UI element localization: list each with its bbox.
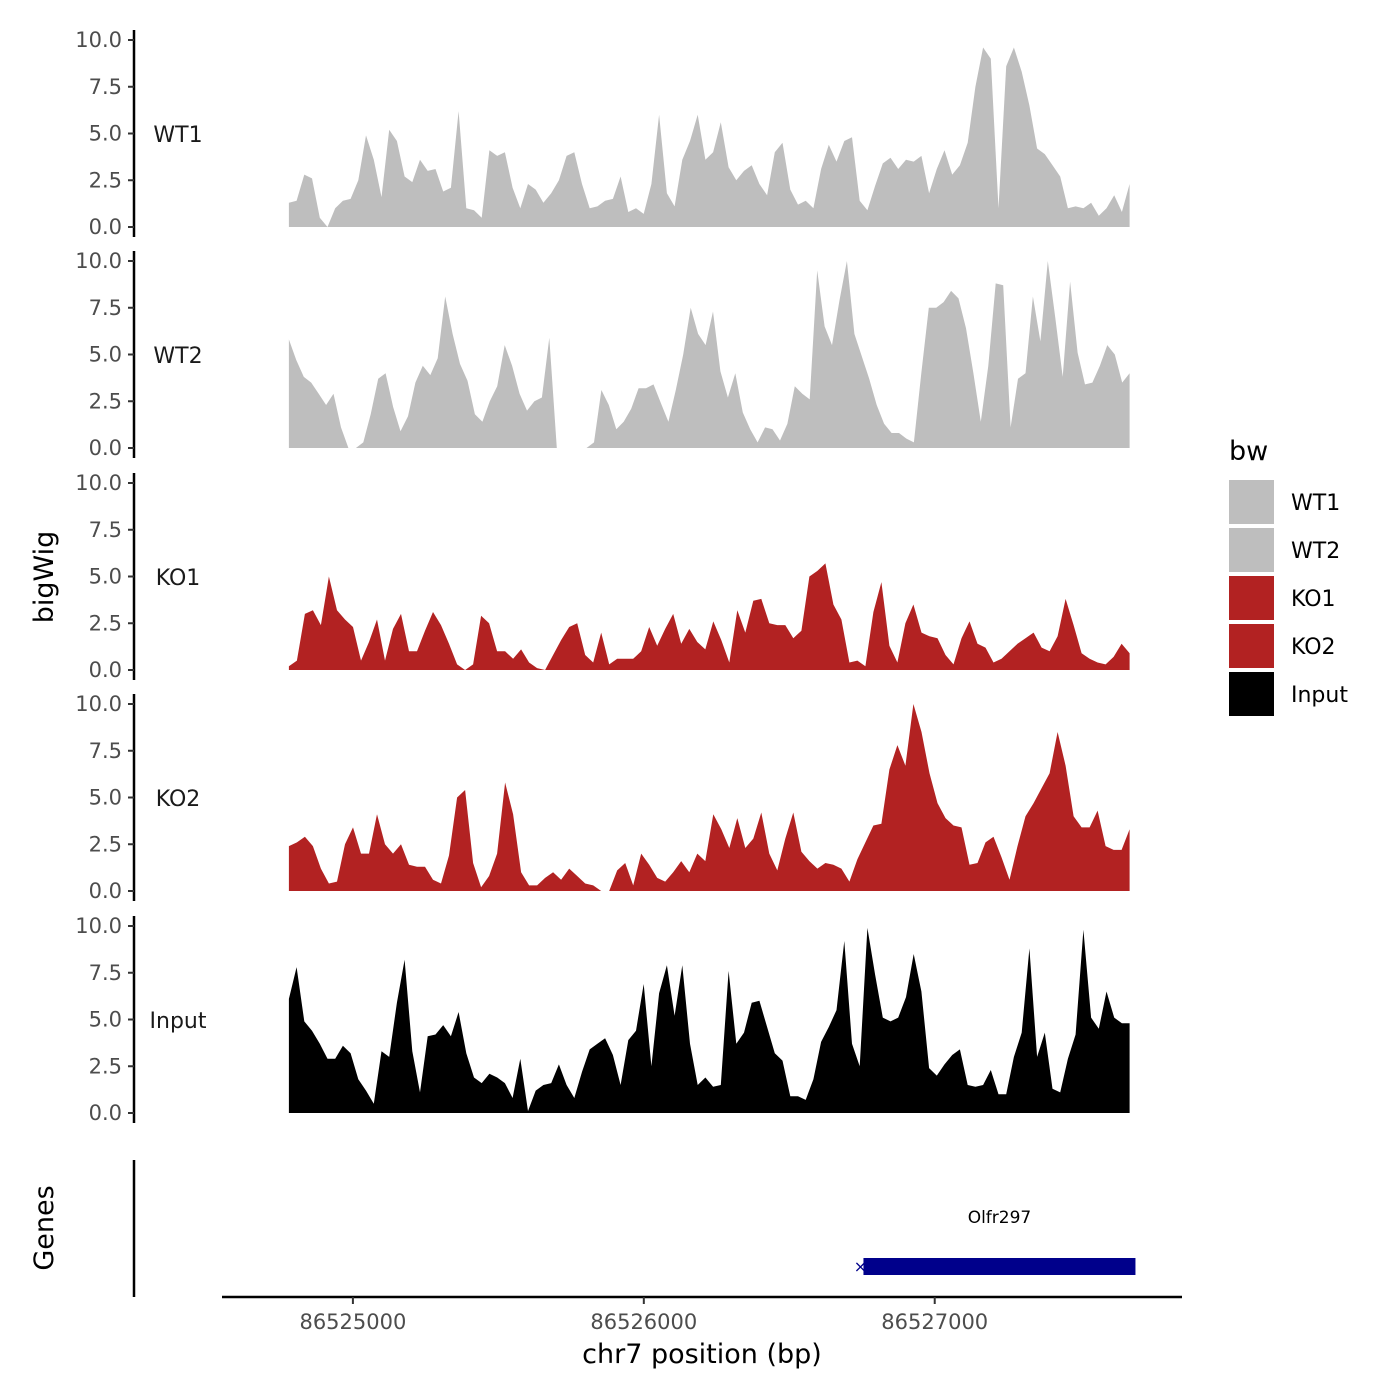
legend-swatch-input	[1229, 672, 1274, 716]
y-tick-label: 0.0	[89, 879, 122, 903]
y-tick-label: 0.0	[89, 436, 122, 460]
genes-panel: Genes × Olfr297	[29, 1160, 1136, 1297]
x-axis-title: chr7 position (bp)	[582, 1339, 822, 1370]
track-area-ko2	[288, 704, 1130, 891]
y-tick-label: 0.0	[89, 215, 122, 239]
track-area-ko1	[288, 563, 1130, 670]
y-tick-label: 0.0	[89, 1101, 122, 1125]
y-tick-label: 7.5	[89, 739, 122, 763]
legend-label-input: Input	[1291, 683, 1348, 708]
legend-label-ko1: KO1	[1291, 587, 1336, 612]
track-wt2: 0.0 2.5 5.0 7.5 10.0 WT2	[75, 249, 1130, 460]
x-tick-label: 86527000	[881, 1310, 988, 1334]
track-label-ko2: KO2	[156, 787, 201, 812]
y-axis-title: bigWig	[29, 531, 60, 624]
gene-label-olfr297: Olfr297	[968, 1208, 1032, 1228]
track-label-wt2: WT2	[153, 344, 202, 369]
track-label-ko1: KO1	[156, 566, 201, 591]
legend-swatch-wt2	[1229, 528, 1274, 572]
y-tick-label: 5.0	[89, 343, 122, 367]
x-tick-label: 86526000	[590, 1310, 697, 1334]
y-tick-label: 10.0	[75, 692, 122, 716]
y-tick-label: 7.5	[89, 296, 122, 320]
legend-label-wt1: WT1	[1291, 491, 1340, 516]
y-tick-label: 10.0	[75, 914, 122, 938]
legend-swatch-ko1	[1229, 576, 1274, 620]
y-tick-label: 10.0	[75, 471, 122, 495]
y-tick-label: 2.5	[89, 389, 122, 413]
y-tick-label: 5.0	[89, 786, 122, 810]
track-ko1: 0.0 2.5 5.0 7.5 10.0 KO1	[75, 471, 1130, 682]
x-axis: 86525000 86526000 86527000 chr7 position (…	[222, 1295, 1182, 1370]
legend: bw WT1 WT2 KO1 KO2 Input	[1229, 436, 1348, 716]
x-tick-label: 86525000	[299, 1310, 406, 1334]
track-wt1: 0.0 2.5 5.0 7.5 10.0 WT1	[75, 28, 1130, 239]
track-label-input: Input	[150, 1009, 207, 1034]
legend-label-wt2: WT2	[1291, 539, 1340, 564]
y-tick-label: 7.5	[89, 75, 122, 99]
bigwig-tracks: 0.02.55.07.510.0WT10.02.55.07.510.0WT20.…	[75, 28, 1130, 1125]
legend-swatch-ko2	[1229, 624, 1274, 668]
track-input: 0.0 2.5 5.0 7.5 10.0 Input	[75, 914, 1130, 1125]
y-tick-label: 7.5	[89, 961, 122, 985]
gene-body-olfr297	[863, 1258, 1136, 1275]
y-tick-label: 2.5	[89, 611, 122, 635]
track-area-input	[288, 927, 1130, 1113]
genes-track-title: Genes	[29, 1185, 60, 1270]
legend-label-ko2: KO2	[1291, 635, 1336, 660]
legend-swatch-wt1	[1229, 480, 1274, 524]
track-label-wt1: WT1	[153, 123, 202, 148]
y-tick-label: 2.5	[89, 168, 122, 192]
gene-strand-mark: ×	[854, 1257, 867, 1276]
y-tick-label: 2.5	[89, 832, 122, 856]
track-area-wt1	[288, 47, 1130, 227]
track-ko2: 0.0 2.5 5.0 7.5 10.0 KO2	[75, 692, 1130, 903]
y-tick-label: 5.0	[89, 1008, 122, 1032]
legend-title: bw	[1229, 436, 1268, 467]
y-tick-label: 0.0	[89, 658, 122, 682]
y-tick-label: 5.0	[89, 122, 122, 146]
y-tick-label: 7.5	[89, 518, 122, 542]
y-tick-label: 10.0	[75, 28, 122, 52]
y-tick-label: 5.0	[89, 565, 122, 589]
y-tick-label: 2.5	[89, 1054, 122, 1078]
track-area-wt2	[288, 261, 1130, 448]
y-tick-label: 10.0	[75, 249, 122, 273]
